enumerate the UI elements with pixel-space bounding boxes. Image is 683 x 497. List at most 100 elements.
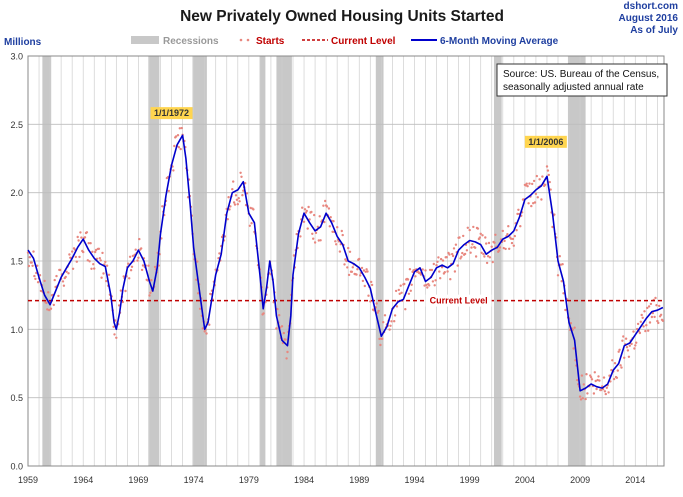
legend-starts-label: Starts	[256, 36, 285, 47]
starts-dot	[136, 259, 139, 262]
starts-dot	[177, 146, 181, 149]
starts-dot	[370, 280, 373, 284]
starts-dot	[149, 291, 152, 294]
starts-dot	[461, 251, 464, 255]
current-level-label: Current Level	[430, 296, 488, 306]
starts-dot	[52, 303, 55, 307]
starts-dot	[161, 205, 164, 208]
legend-recession-swatch	[131, 36, 159, 44]
starts-dot	[556, 274, 560, 277]
starts-dot	[227, 196, 230, 199]
starts-dot	[365, 268, 368, 271]
starts-dot	[642, 325, 645, 328]
starts-dot	[75, 260, 79, 263]
starts-dot	[335, 243, 338, 246]
starts-dot	[341, 233, 344, 237]
starts-dot	[602, 376, 606, 379]
starts-dot	[407, 292, 411, 295]
starts-dot	[590, 378, 594, 381]
starts-dot	[541, 175, 544, 178]
x-tick-label: 1959	[18, 475, 38, 485]
starts-dot	[654, 296, 657, 300]
starts-dot	[331, 230, 334, 233]
starts-dot	[585, 373, 588, 376]
starts-dot	[94, 248, 98, 252]
starts-dot	[316, 225, 319, 228]
starts-dot	[596, 378, 599, 382]
starts-dot	[367, 294, 370, 297]
starts-dot	[245, 192, 249, 195]
starts-dot	[147, 264, 150, 267]
starts-dot	[389, 324, 392, 327]
starts-dot	[45, 301, 48, 305]
starts-dot	[540, 198, 543, 201]
y-tick-label: 0.0	[10, 462, 23, 472]
y-tick-label: 3.0	[10, 52, 23, 62]
starts-dot	[334, 240, 337, 243]
starts-dot	[67, 272, 70, 275]
starts-dot	[235, 198, 239, 201]
starts-dot	[375, 302, 378, 305]
starts-dot	[659, 313, 663, 316]
starts-dot	[533, 201, 537, 204]
y-axis-ticks: 0.0 0.5 1.0 1.5 2.0 2.5 3.0	[10, 52, 23, 472]
starts-dot	[573, 326, 576, 329]
x-tick-label: 1979	[239, 475, 259, 485]
starts-dot	[285, 357, 288, 360]
starts-dot	[31, 264, 34, 267]
starts-dot	[131, 254, 135, 258]
moving-average-line	[27, 134, 664, 392]
starts-dot	[479, 232, 482, 235]
starts-dot	[589, 376, 593, 379]
starts-dot	[603, 390, 607, 393]
starts-dot	[619, 364, 622, 367]
starts-dot	[471, 243, 474, 246]
starts-dot	[98, 257, 102, 260]
starts-dot	[572, 347, 575, 350]
starts-dot	[414, 275, 417, 278]
starts-dot	[432, 262, 435, 266]
starts-dot	[434, 279, 437, 282]
starts-dot	[451, 252, 454, 256]
source-note: Source: US. Bureau of the Census, season…	[496, 63, 668, 97]
starts-dot	[581, 397, 584, 400]
source-note-line1: Source: US. Bureau of the Census,	[503, 69, 659, 80]
starts-dot	[128, 277, 131, 280]
starts-dot	[449, 278, 452, 281]
starts-dot	[649, 302, 653, 306]
starts-dot	[57, 294, 60, 298]
starts-dot	[513, 234, 516, 238]
x-tick-label: 1974	[184, 475, 204, 485]
starts-dot	[504, 247, 507, 251]
starts-dot	[624, 337, 628, 340]
x-tick-label: 1989	[349, 475, 369, 485]
starts-dot	[28, 256, 31, 259]
starts-dot	[322, 204, 325, 207]
starts-dot	[217, 257, 220, 260]
legend-moving-average-label: 6-Month Moving Average	[440, 36, 559, 47]
starts-dot	[82, 250, 85, 254]
starts-dot	[393, 320, 396, 323]
starts-dot	[409, 289, 412, 292]
starts-dot	[562, 292, 565, 295]
starts-dot	[438, 270, 441, 273]
starts-dot	[231, 188, 234, 191]
starts-dot	[469, 251, 472, 254]
starts-dot	[443, 271, 446, 274]
starts-dot	[83, 236, 87, 239]
starts-dot	[431, 280, 435, 283]
starts-dot	[509, 237, 513, 240]
starts-dot	[610, 368, 613, 372]
starts-dot	[462, 234, 465, 238]
starts-dot	[476, 227, 480, 230]
starts-dot	[474, 255, 478, 258]
starts-dot	[635, 341, 638, 344]
starts-dot	[517, 208, 520, 211]
starts-dot	[468, 228, 471, 232]
starts-dot	[410, 283, 413, 286]
starts-dot	[233, 203, 237, 206]
starts-dot	[594, 379, 597, 383]
starts-dot	[64, 275, 67, 279]
starts-dot	[36, 281, 40, 284]
